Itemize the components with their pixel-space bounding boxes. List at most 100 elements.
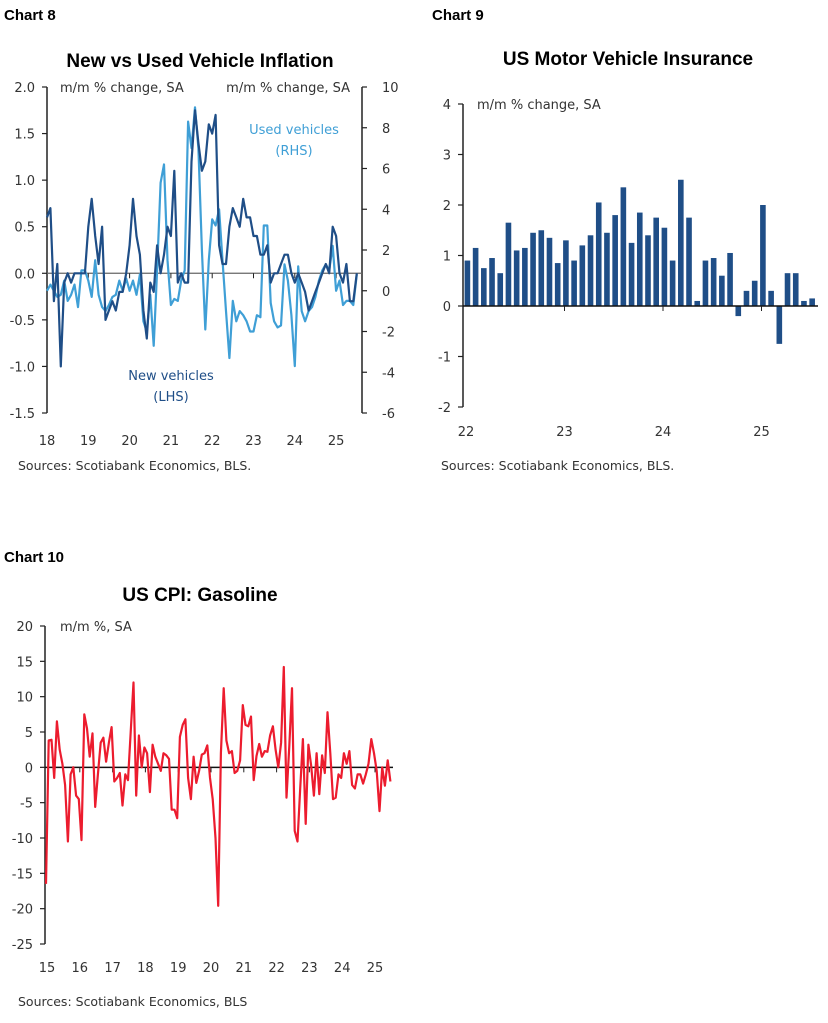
insurance-bar — [555, 263, 561, 306]
chart-8-right-y-tick-label: 4 — [382, 203, 390, 218]
insurance-bar — [506, 223, 512, 306]
insurance-bar — [670, 261, 676, 306]
insurance-bar — [514, 250, 520, 306]
chart-8-right-y-tick-label: -6 — [382, 407, 395, 422]
chart-9-x-tick-label: 25 — [753, 425, 770, 440]
chart-8-left-y-tick-label: 2.0 — [14, 81, 35, 96]
chart-8-right-y-tick-label: -2 — [382, 326, 395, 341]
chart-10-y-tick-label: -10 — [12, 832, 33, 847]
insurance-bar — [612, 215, 618, 306]
chart-9-y-tick-label: 1 — [443, 250, 451, 265]
chart-10: Chart 10 US CPI: Gasoline m/m %, SA Sour… — [4, 549, 393, 1009]
insurance-bar — [522, 248, 528, 306]
chart-8-source: Sources: Scotiabank Economics, BLS. — [18, 458, 251, 473]
insurance-bar — [785, 273, 791, 306]
insurance-bar — [801, 301, 807, 306]
chart-8-left-y-tick-label: -1.5 — [10, 407, 35, 422]
chart-8-left-y-tick-label: 0.5 — [14, 221, 35, 236]
gasoline-line — [46, 667, 390, 906]
new-vehicles-legend-axis: (LHS) — [153, 390, 188, 405]
chart-8-x-tick-label: 23 — [245, 434, 262, 449]
insurance-bar — [538, 230, 544, 306]
insurance-bar — [711, 258, 717, 306]
insurance-bar — [703, 261, 709, 306]
insurance-bar — [547, 238, 553, 306]
insurance-bar — [637, 213, 643, 306]
chart-9-y-tick-label: -1 — [438, 351, 451, 366]
chart-10-unit: m/m %, SA — [60, 620, 132, 635]
chart-8-x-tick-label: 22 — [204, 434, 221, 449]
insurance-bar — [752, 281, 758, 306]
insurance-bar — [621, 187, 627, 306]
chart-10-x-tick-label: 16 — [72, 961, 89, 976]
insurance-bar — [686, 218, 692, 306]
chart-10-x-tick-label: 22 — [268, 961, 285, 976]
insurance-bar — [481, 268, 487, 306]
chart-10-source: Sources: Scotiabank Economics, BLS — [18, 994, 247, 1009]
insurance-bar — [563, 240, 569, 306]
chart-8-x-tick-label: 18 — [39, 434, 56, 449]
chart-10-y-tick-label: -15 — [12, 867, 33, 882]
chart-10-x-tick-label: 21 — [236, 961, 253, 976]
chart-9: Chart 9 US Motor Vehicle Insurance m/m %… — [432, 7, 818, 473]
chart-8: Chart 8 New vs Used Vehicle Inflation m/… — [4, 7, 399, 473]
chart-8-left-y-tick-label: 0.0 — [14, 267, 35, 282]
chart-8-right-y-tick-label: 0 — [382, 285, 390, 300]
chart-10-y-tick-label: -20 — [12, 903, 33, 918]
insurance-bar — [497, 273, 503, 306]
insurance-bar — [645, 235, 651, 306]
insurance-bar — [530, 233, 536, 306]
chart-9-title: US Motor Vehicle Insurance — [503, 49, 753, 70]
chart-8-label: Chart 8 — [4, 7, 56, 24]
chart-10-label: Chart 10 — [4, 549, 64, 566]
chart-9-unit: m/m % change, SA — [477, 98, 601, 113]
insurance-bar — [678, 180, 684, 306]
chart-9-x-tick-label: 22 — [458, 425, 475, 440]
insurance-bar — [727, 253, 733, 306]
chart-8-left-y-tick-label: -1.0 — [10, 360, 35, 375]
insurance-bar — [465, 261, 471, 306]
chart-8-x-tick-label: 20 — [121, 434, 138, 449]
chart-10-y-tick-label: -5 — [20, 797, 33, 812]
chart-8-right-y-tick-label: 2 — [382, 244, 390, 259]
chart-10-x-tick-label: 24 — [334, 961, 351, 976]
chart-9-y-tick-label: -2 — [438, 401, 451, 416]
chart-10-y-tick-label: 0 — [25, 761, 33, 776]
chart-8-x-tick-label: 19 — [80, 434, 97, 449]
chart-10-x-tick-label: 23 — [301, 961, 318, 976]
chart-8-left-unit: m/m % change, SA — [60, 81, 184, 96]
chart-8-right-y-tick-label: 6 — [382, 163, 390, 178]
chart-8-right-unit: m/m % change, SA — [226, 81, 350, 96]
insurance-bar — [662, 228, 668, 306]
chart-10-x-tick-label: 17 — [104, 961, 121, 976]
used-vehicles-legend: Used vehicles — [249, 123, 339, 138]
insurance-bar — [719, 276, 725, 306]
insurance-bar — [571, 261, 577, 306]
insurance-bar — [653, 218, 659, 306]
chart-8-right-y-tick-label: -4 — [382, 366, 395, 381]
insurance-bar — [588, 235, 594, 306]
chart-10-x-tick-label: 19 — [170, 961, 187, 976]
chart-8-right-y-tick-label: 10 — [382, 81, 399, 96]
chart-10-y-tick-label: -25 — [12, 938, 33, 953]
insurance-bar — [809, 298, 815, 306]
chart-8-x-tick-label: 21 — [163, 434, 180, 449]
insurance-bar — [629, 243, 635, 306]
insurance-bar — [580, 245, 586, 306]
chart-10-y-tick-label: 20 — [16, 620, 33, 635]
chart-9-x-tick-label: 23 — [556, 425, 573, 440]
chart-8-left-y-tick-label: 1.0 — [14, 174, 35, 189]
chart-10-y-tick-label: 10 — [16, 691, 33, 706]
insurance-bar — [694, 301, 700, 306]
new-vehicles-legend: New vehicles — [128, 369, 214, 384]
insurance-bar — [489, 258, 495, 306]
chart-10-y-tick-label: 15 — [16, 655, 33, 670]
insurance-bar — [473, 248, 479, 306]
chart-9-label: Chart 9 — [432, 7, 484, 24]
chart-9-x-tick-label: 24 — [655, 425, 672, 440]
chart-10-x-tick-label: 25 — [367, 961, 384, 976]
chart-9-source: Sources: Scotiabank Economics, BLS. — [441, 458, 674, 473]
insurance-bar — [604, 233, 610, 306]
chart-10-x-tick-label: 20 — [203, 961, 220, 976]
